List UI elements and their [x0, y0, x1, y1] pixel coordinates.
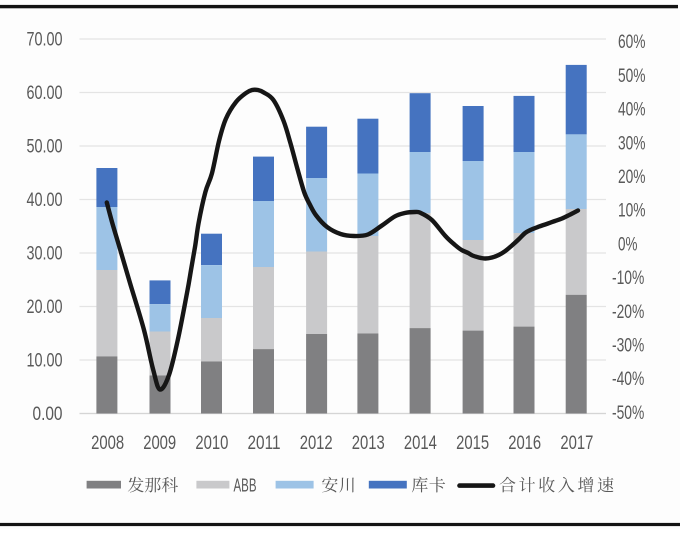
svg-text:30.00: 30.00: [27, 244, 63, 265]
svg-text:2010: 2010: [195, 433, 228, 454]
svg-text:2013: 2013: [352, 433, 385, 454]
svg-text:ABB: ABB: [234, 475, 257, 495]
svg-text:2014: 2014: [404, 433, 437, 454]
svg-text:2011: 2011: [248, 433, 281, 454]
svg-text:0.00: 0.00: [33, 404, 63, 425]
svg-text:60.00: 60.00: [27, 83, 63, 104]
svg-text:50%: 50%: [618, 66, 646, 87]
svg-text:2008: 2008: [91, 433, 124, 454]
svg-text:2016: 2016: [508, 433, 541, 454]
svg-text:10.00: 10.00: [27, 351, 63, 372]
svg-text:-50%: -50%: [612, 403, 644, 424]
svg-text:2015: 2015: [456, 433, 489, 454]
svg-text:50.00: 50.00: [27, 137, 63, 158]
svg-text:-40%: -40%: [612, 369, 644, 390]
svg-text:2009: 2009: [143, 433, 176, 454]
svg-text:-20%: -20%: [612, 302, 644, 323]
svg-text:2012: 2012: [300, 433, 333, 454]
svg-text:10%: 10%: [618, 201, 646, 222]
svg-text:40%: 40%: [618, 100, 646, 121]
svg-text:40.00: 40.00: [27, 190, 63, 211]
svg-text:-10%: -10%: [612, 268, 644, 289]
svg-text:2017: 2017: [560, 433, 593, 454]
svg-text:20%: 20%: [618, 167, 646, 188]
svg-text:-30%: -30%: [612, 336, 644, 357]
svg-text:0%: 0%: [618, 234, 637, 255]
svg-text:30%: 30%: [618, 133, 646, 154]
svg-text:20.00: 20.00: [27, 297, 63, 318]
svg-text:60%: 60%: [618, 32, 646, 53]
svg-text:70.00: 70.00: [27, 30, 63, 51]
